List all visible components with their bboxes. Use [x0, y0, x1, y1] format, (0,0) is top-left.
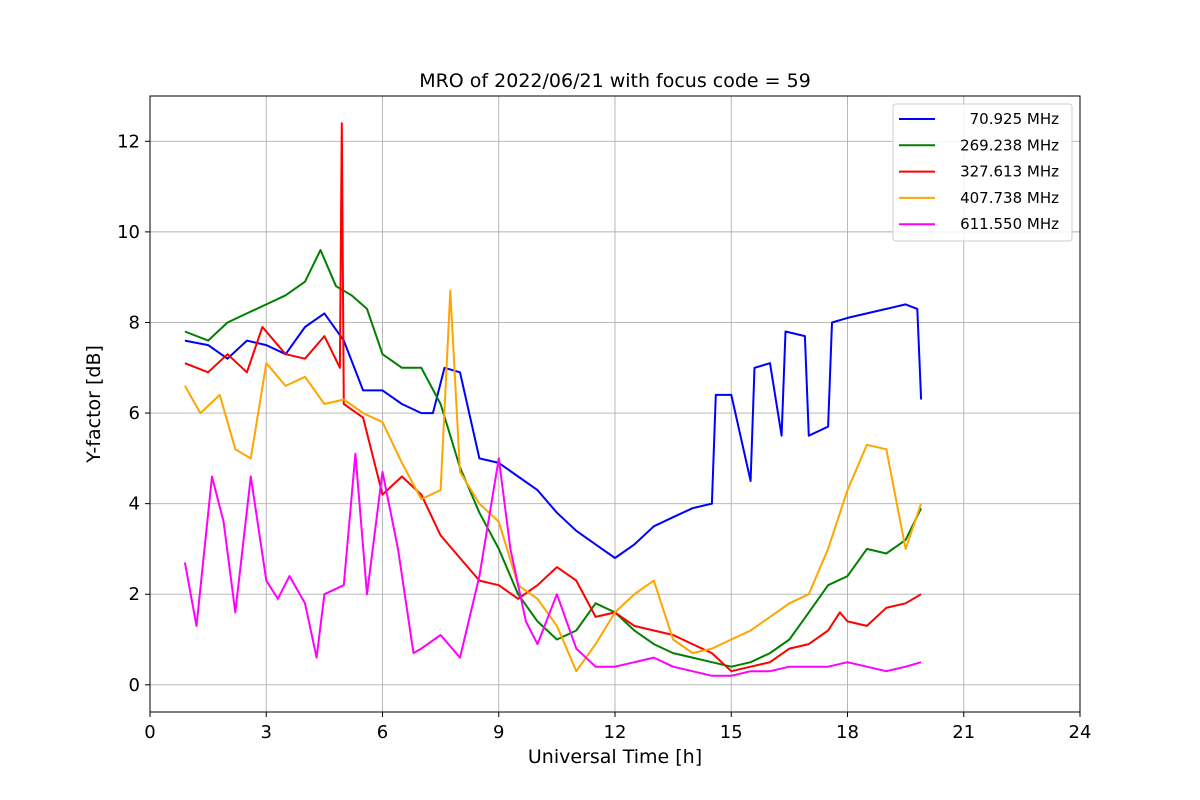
series-line-4 [183, 452, 922, 677]
grid [149, 96, 1081, 712]
series-line-0 [184, 303, 923, 559]
y-tick-label: 10 [117, 222, 140, 243]
series-group [183, 122, 923, 677]
chart-title: MRO of 2022/06/21 with focus code = 59 [419, 70, 811, 92]
y-tick-label: 8 [129, 312, 140, 333]
x-axis-title: Universal Time [h] [528, 746, 702, 768]
legend-label: 327.613 MHz [960, 163, 1059, 181]
y-ticks: 0 2 4 6 8 10 12 [117, 131, 150, 696]
legend-label: 70.925 MHz [970, 110, 1059, 128]
legend-box [892, 103, 1073, 242]
series-line-1 [184, 249, 922, 668]
legend: 70.925 MHz 269.238 MHz 327.613 MHz 407.738 … [892, 103, 1073, 242]
x-ticks: 0 3 6 9 12 15 18 21 24 [144, 712, 1091, 743]
y-tick-label: 4 [129, 494, 140, 515]
legend-label: 269.238 MHz [960, 136, 1059, 154]
y-tick-label: 6 [129, 403, 140, 424]
x-tick-label: 12 [604, 722, 627, 743]
x-tick-label: 0 [144, 722, 155, 743]
series-line-2 [184, 122, 922, 673]
x-tick-label: 3 [261, 722, 272, 743]
x-tick-label: 6 [377, 722, 388, 743]
x-tick-label: 9 [493, 722, 504, 743]
y-tick-label: 12 [117, 131, 140, 152]
y-tick-label: 0 [129, 675, 140, 696]
x-tick-label: 15 [720, 722, 743, 743]
x-tick-label: 21 [952, 722, 975, 743]
x-tick-label: 24 [1069, 722, 1092, 743]
y-tick-label: 2 [129, 584, 140, 605]
x-tick-label: 18 [836, 722, 859, 743]
legend-label: 407.738 MHz [960, 189, 1059, 207]
legend-label: 611.550 MHz [960, 215, 1059, 233]
series-line-3 [184, 289, 923, 673]
y-axis-title: Y-factor [dB] [83, 345, 105, 464]
